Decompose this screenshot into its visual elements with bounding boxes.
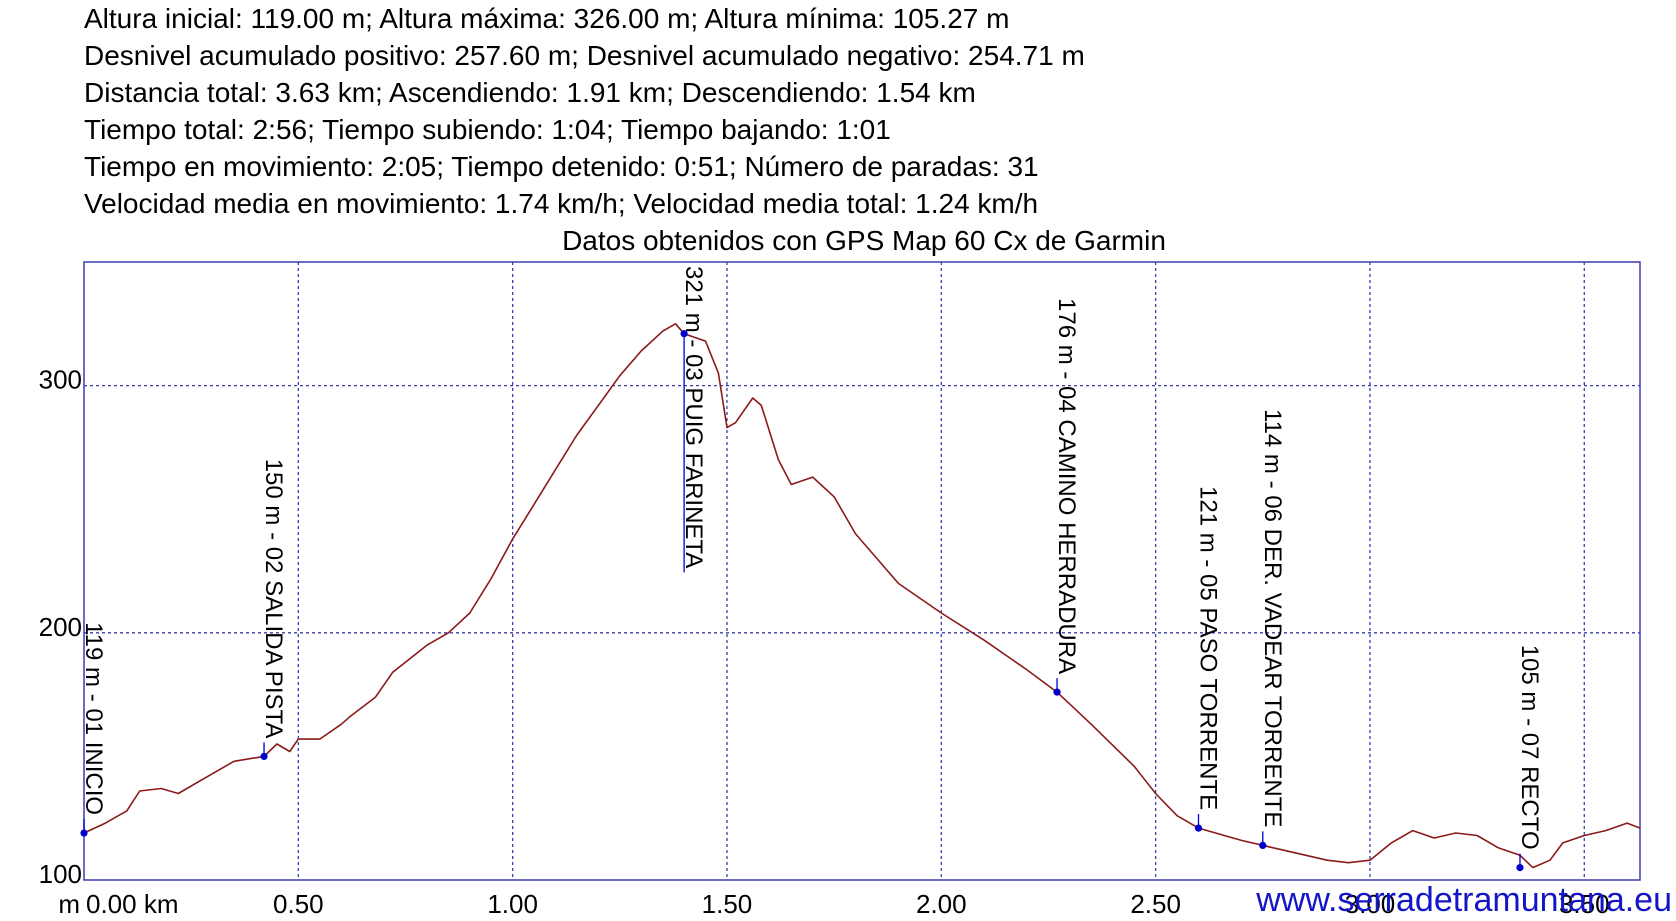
waypoint-marker-1 bbox=[80, 829, 88, 837]
stat-line-moving-time: Tiempo en movimiento: 2:05; Tiempo deten… bbox=[84, 151, 1039, 182]
y-tick-label-0: 100 bbox=[39, 859, 82, 889]
x-tick-label-3: 1.50 bbox=[702, 889, 753, 919]
site-watermark: www.serradetramuntana.eu bbox=[1256, 881, 1672, 919]
stat-line-elevation-gain: Desnivel acumulado positivo: 257.60 m; D… bbox=[84, 40, 1085, 71]
waypoint-marker-7 bbox=[1516, 864, 1524, 872]
waypoint-label-6: 114 m - 06 DER. VADEAR TORRENTE bbox=[1259, 409, 1286, 827]
y-tick-label-1: 200 bbox=[39, 612, 82, 642]
x-tick-label-1: 0.50 bbox=[273, 889, 324, 919]
waypoint-marker-4 bbox=[1053, 688, 1061, 696]
chart-subtitle: Datos obtenidos con GPS Map 60 Cx de Gar… bbox=[562, 225, 1166, 256]
waypoint-label-4: 176 m - 04 CAMINO HERRADURA bbox=[1053, 298, 1080, 674]
x-tick-label-5: 2.50 bbox=[1130, 889, 1181, 919]
waypoint-label-5: 121 m - 05 PASO TORRENTE bbox=[1195, 486, 1222, 810]
waypoint-label-1: 119 m - 01 INICIO bbox=[80, 622, 107, 815]
x-tick-label-6: 3.00 bbox=[1345, 889, 1396, 919]
x-tick-label-4: 2.00 bbox=[916, 889, 967, 919]
plot-frame bbox=[83, 261, 1641, 881]
x-tick-label-0: 0.00 km bbox=[86, 889, 179, 919]
waypoint-marker-6 bbox=[1259, 841, 1267, 849]
waypoint-label-2: 150 m - 02 SALIDA PISTA bbox=[260, 459, 287, 739]
x-tick-label-7: 3.50 bbox=[1559, 889, 1610, 919]
elevation-profile-line bbox=[83, 322, 1641, 869]
stat-line-distance: Distancia total: 3.63 km; Ascendiendo: 1… bbox=[84, 77, 976, 108]
waypoint-marker-5 bbox=[1194, 824, 1203, 832]
stat-line-times: Tiempo total: 2:56; Tiempo subiendo: 1:0… bbox=[84, 114, 891, 145]
waypoint-label-7: 105 m - 07 RECTO bbox=[1516, 645, 1543, 850]
stat-line-speeds: Velocidad media en movimiento: 1.74 km/h… bbox=[84, 188, 1039, 219]
x-tick-label-2: 1.00 bbox=[487, 889, 538, 919]
y-tick-label-2: 300 bbox=[39, 365, 82, 395]
y-unit-label: m bbox=[58, 889, 80, 919]
route-stats: Altura inicial: 119.00 m; Altura máxima:… bbox=[84, 0, 1644, 222]
stat-line-altitudes: Altura inicial: 119.00 m; Altura máxima:… bbox=[84, 3, 1010, 34]
waypoint-marker-2 bbox=[260, 752, 268, 761]
waypoint-marker-3 bbox=[680, 330, 688, 338]
